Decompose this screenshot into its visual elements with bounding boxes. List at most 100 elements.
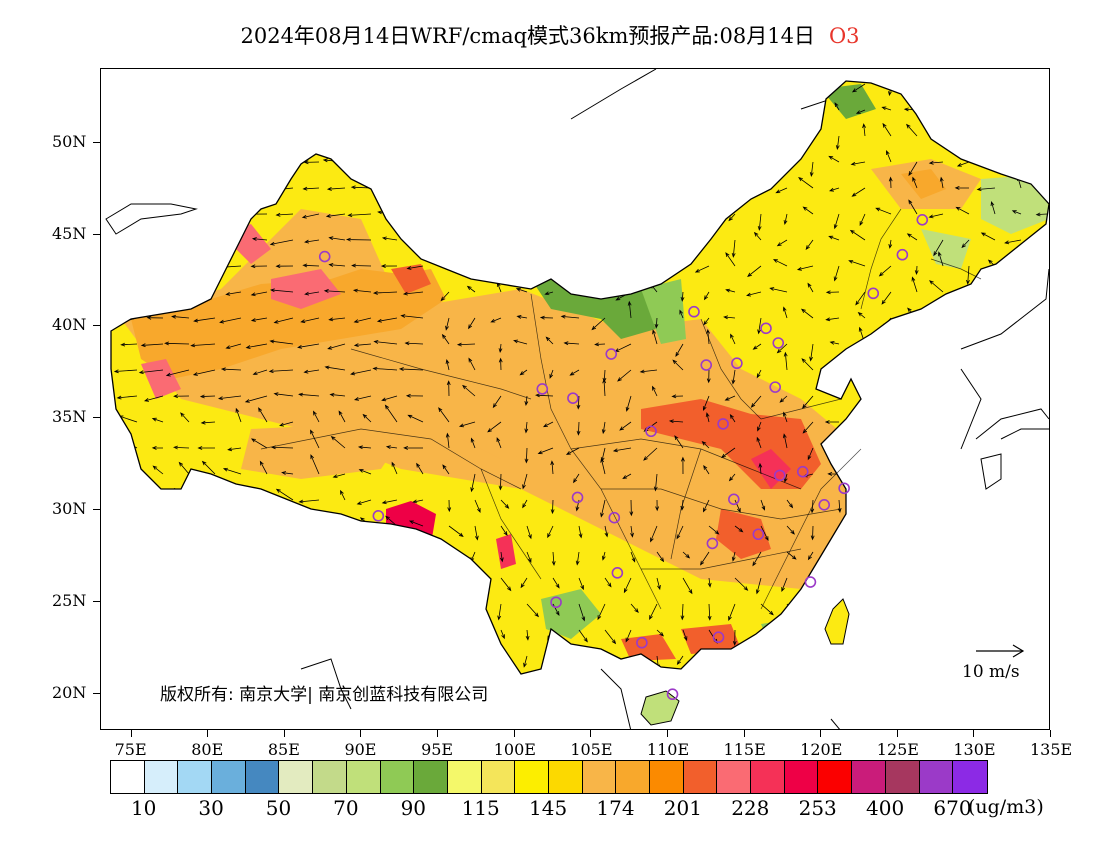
- wind-arrow: [908, 161, 918, 177]
- site-marker: [796, 465, 809, 478]
- wind-arrow: [244, 395, 268, 403]
- wind-arrow: [757, 317, 762, 335]
- wind-arrow: [968, 551, 983, 565]
- wind-arrow: [630, 551, 636, 563]
- wind-arrow: [781, 577, 788, 593]
- wind-arrow: [783, 351, 788, 371]
- wind-arrow: [786, 525, 795, 535]
- wind-arrow: [283, 535, 294, 553]
- wind-arrow: [735, 682, 739, 694]
- wind-arrow: [500, 577, 512, 592]
- wind-arrow: [356, 161, 372, 167]
- wind-arrow: [152, 465, 164, 475]
- wind-arrow: [928, 213, 944, 219]
- wind-arrow: [782, 306, 788, 319]
- wind-arrow: [962, 438, 970, 449]
- wind-arrow: [909, 499, 918, 518]
- wind-arrow: [270, 445, 294, 450]
- copyright-text: 版权所有: 南京大学| 南京创蓝科技有限公司: [160, 685, 489, 705]
- lat-label: 20N: [52, 683, 87, 703]
- site-marker: [605, 348, 618, 360]
- colorbar-label: 670: [933, 796, 972, 820]
- lat-label: 35N: [52, 407, 87, 427]
- wind-arrow: [334, 707, 345, 710]
- wind-arrow: [565, 261, 580, 267]
- wind-arrow: [404, 341, 424, 346]
- wind-arrow: [498, 473, 503, 491]
- wind-arrow: [838, 577, 843, 588]
- wind-arrow: [700, 551, 710, 566]
- lon-tick: [743, 730, 745, 737]
- wind-arrow: [1013, 329, 1022, 345]
- map-canvas: [101, 69, 1049, 729]
- wind-arrow: [111, 210, 112, 215]
- wind-arrow: [567, 96, 580, 111]
- wind-arrow: [376, 317, 398, 323]
- wind-arrow: [115, 265, 138, 273]
- wind-arrow: [111, 610, 112, 631]
- lat-label: 50N: [52, 131, 87, 151]
- wind-arrow: [327, 343, 346, 350]
- wind-arrow: [593, 286, 606, 293]
- wind-arrow: [786, 551, 797, 560]
- site-marker: [550, 596, 562, 609]
- wind-arrow: [118, 210, 138, 215]
- wind-arrow: [989, 343, 996, 359]
- wind-arrow: [755, 577, 762, 595]
- wind-arrow: [934, 369, 944, 379]
- wind-arrow: [702, 682, 709, 692]
- colorbar-cell: [144, 761, 179, 793]
- wind-arrow: [732, 175, 737, 189]
- wind-arrow: [760, 603, 774, 616]
- wind-arrow: [994, 629, 1001, 638]
- wind-arrow: [630, 603, 639, 613]
- wind-arrow: [1046, 682, 1049, 691]
- colorbar-cell: [717, 761, 752, 793]
- wind-arrow: [138, 237, 164, 242]
- lon-label: 95E: [421, 740, 454, 759]
- wind-arrow: [1037, 393, 1048, 398]
- colorbar-label: 10: [130, 796, 157, 820]
- wind-arrow: [881, 447, 892, 452]
- wind-arrow: [381, 499, 398, 505]
- wind-arrow: [298, 499, 320, 504]
- site-marker: [318, 250, 331, 263]
- wind-arrow: [984, 313, 996, 319]
- wind-arrow: [732, 629, 737, 646]
- wind-arrow: [757, 421, 762, 432]
- lon-tick: [513, 730, 515, 737]
- wind-arrow: [839, 708, 842, 718]
- lon-label: 130E: [953, 740, 996, 759]
- wind-arrow: [909, 421, 918, 427]
- wind-arrow: [524, 395, 529, 407]
- wind-arrow: [304, 239, 320, 244]
- wind-arrow: [1009, 109, 1022, 120]
- wind-arrow: [886, 150, 892, 163]
- wind-arrow: [850, 161, 866, 166]
- wind-arrow: [111, 570, 112, 579]
- wind-arrow: [549, 369, 554, 379]
- colorbar-cell: [885, 761, 920, 793]
- wind-arrow: [565, 447, 580, 455]
- wind-arrow: [682, 577, 693, 595]
- wind-arrow: [628, 200, 633, 215]
- wind-arrow: [954, 185, 970, 190]
- site-marker: [838, 482, 850, 495]
- wind-arrow: [650, 135, 658, 152]
- wind-arrow: [255, 548, 268, 553]
- wind-arrow: [1008, 444, 1022, 449]
- wind-arrow: [901, 361, 918, 371]
- wind-arrow: [474, 525, 479, 541]
- wind-arrow: [324, 365, 346, 371]
- wind-arrow: [1010, 473, 1022, 483]
- wind-arrow: [990, 201, 996, 215]
- wind-arrow: [101, 708, 111, 711]
- wind-arrow: [913, 577, 918, 588]
- wind-arrow: [526, 551, 532, 563]
- wind-arrow: [329, 392, 346, 397]
- wind-arrow: [121, 291, 138, 297]
- wind-arrow: [250, 573, 268, 579]
- taiwan-island: [824, 598, 850, 645]
- wind-arrow: [576, 395, 581, 410]
- wind-arrow: [497, 682, 501, 689]
